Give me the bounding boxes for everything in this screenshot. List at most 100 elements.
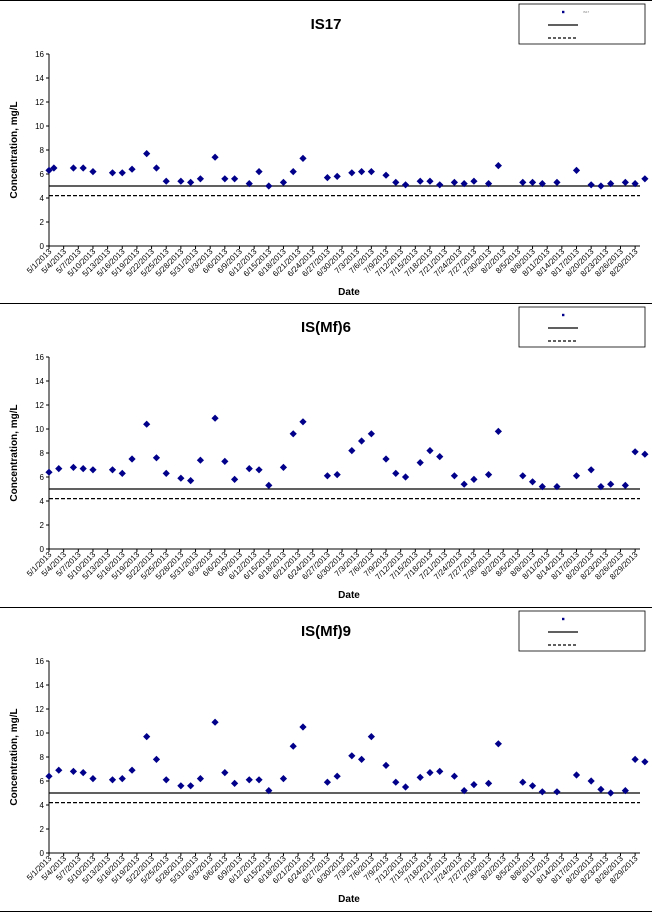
data-point [245, 180, 253, 188]
data-point [177, 782, 185, 790]
y-tick-label: 8 [40, 753, 45, 762]
data-point [50, 164, 58, 172]
x-axis-title: Date [338, 287, 360, 298]
data-point [450, 178, 458, 186]
data-point [255, 168, 263, 176]
data-point [108, 776, 117, 784]
chart-panel-1: IS17 Concentration, mg/L 0 2 4 6 8 10 12 14 16 5/1/… [0, 0, 652, 304]
data-point [152, 164, 161, 172]
data-point [460, 180, 468, 188]
data-point [128, 165, 136, 173]
data-point [333, 772, 341, 780]
data-point [211, 718, 219, 726]
data-point [538, 180, 546, 188]
data-point [162, 469, 170, 477]
data-point [323, 778, 332, 786]
data-point [299, 154, 307, 162]
data-point [221, 457, 229, 465]
data-point [348, 447, 356, 455]
data-point [69, 164, 78, 172]
y-tick-label: 0 [40, 242, 45, 251]
data-point [460, 480, 468, 488]
data-point [289, 168, 297, 176]
data-point [641, 450, 649, 458]
data-point [367, 430, 375, 438]
data-point [382, 171, 390, 179]
data-point [279, 775, 288, 783]
data-point [323, 174, 332, 182]
legend-entry: IS17 [583, 10, 590, 14]
data-point [450, 472, 458, 480]
data-point [470, 475, 478, 483]
y-tick-label: 10 [35, 122, 44, 131]
y-tick-label: 2 [40, 825, 45, 834]
data-point [416, 177, 424, 185]
data-point [279, 178, 288, 186]
legend-marker [562, 617, 565, 621]
data-point [79, 465, 87, 473]
data-point [621, 481, 629, 489]
data-point [45, 468, 53, 476]
y-axis-title: Concentration, mg/L [9, 708, 20, 805]
data-point [108, 466, 117, 474]
data-point [484, 779, 493, 787]
data-point [494, 740, 502, 748]
data-point [118, 775, 126, 783]
y-axis-title: Concentration, mg/L [9, 404, 20, 501]
data-point [187, 477, 195, 485]
data-point [118, 169, 126, 177]
data-point [299, 418, 307, 426]
data-point [79, 769, 87, 777]
y-tick-label: 2 [40, 218, 45, 227]
data-point [245, 465, 253, 473]
data-point [528, 478, 537, 486]
chart-title: IS(Mf)9 [301, 623, 351, 640]
data-point [162, 177, 170, 185]
data-point [607, 789, 615, 797]
data-point [572, 472, 581, 480]
chart-title: IS(Mf)6 [301, 319, 351, 336]
data-point [587, 466, 595, 474]
data-point [211, 414, 219, 422]
data-point [108, 169, 117, 177]
data-point [621, 178, 629, 186]
y-tick-label: 12 [35, 705, 44, 714]
data-point [299, 723, 307, 731]
data-point [118, 469, 126, 477]
y-tick-label: 0 [40, 849, 45, 858]
legend-box [518, 306, 646, 348]
y-tick-label: 16 [35, 657, 44, 666]
data-point [55, 766, 63, 774]
data-point [519, 472, 527, 480]
data-point [143, 733, 151, 741]
data-point [382, 761, 390, 769]
data-point [45, 166, 53, 174]
data-point [494, 162, 502, 170]
data-point [416, 459, 424, 467]
data-point [221, 769, 229, 777]
data-point [436, 767, 444, 775]
data-point [484, 180, 493, 188]
data-point [426, 447, 434, 455]
data-point [357, 168, 366, 176]
x-axis-title: Date [338, 590, 360, 601]
data-point [553, 178, 561, 186]
data-point [265, 481, 273, 489]
data-point [177, 474, 185, 482]
y-tick-label: 14 [35, 74, 44, 83]
y-tick-label: 4 [40, 194, 45, 203]
data-point [401, 181, 410, 189]
data-point [382, 455, 390, 463]
data-point [494, 427, 502, 435]
data-point [641, 175, 649, 183]
chart-title: IS17 [311, 16, 342, 33]
data-point [143, 420, 151, 428]
data-point [436, 453, 444, 461]
data-point [279, 463, 288, 471]
data-point [152, 755, 161, 763]
data-point [392, 178, 400, 186]
data-point [196, 775, 205, 783]
